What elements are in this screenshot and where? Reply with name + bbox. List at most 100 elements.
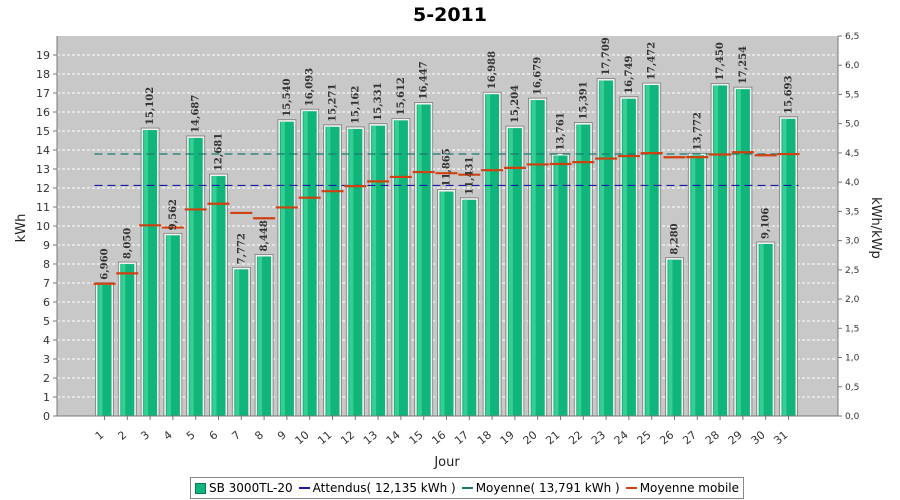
reference-lines [94,153,799,187]
x-tick-label: 16 [429,428,448,447]
y-tick-label: 5 [43,315,50,328]
bar-value-label: 17,709 [601,37,612,75]
bar-highlight [714,85,719,416]
x-tick-label: 25 [635,428,654,447]
y-tick-label: 16 [36,106,50,119]
bar-highlight [280,121,285,417]
y-tick-label: 1 [43,391,50,404]
bar-highlight [326,126,331,416]
chart-title: 5-2011 [413,4,487,26]
bar-value-label: 15,331 [373,82,384,120]
y2-tick-label: 3,5 [845,207,859,217]
x-tick-label: 14 [384,428,403,447]
y-tick-label: 4 [43,334,50,347]
y2-tick-label: 5,0 [845,120,860,130]
bar-highlight [668,259,673,416]
y2-tick-label: 6,5 [845,32,859,42]
y2-tick-label: 3,0 [845,237,860,247]
y-tick-label: 17 [36,87,50,100]
legend-label-attendus: Attendus( 12,135 kWh ) [312,481,456,495]
bar-value-label: 7,772 [236,233,247,264]
bar-value-label: 13,772 [692,112,703,150]
bar-highlight [440,191,445,416]
x-tick-label: 20 [521,428,540,447]
bar-value-label: 8,448 [259,220,270,251]
bar-value-labels: 6,960 8,050 15,102 9,562 14,687 12,681 7,772 8,… [100,37,795,280]
y-tick-label: 15 [36,125,50,138]
bar-highlight [531,100,536,416]
bar-value-label: 15,693 [784,76,795,114]
bar-highlight [645,85,650,417]
legend-item-moyenne: Moyenne( 13,791 kWh ) [461,481,620,495]
y2-tick-label: 0,5 [845,383,859,393]
x-axis-label: Jour [433,455,460,470]
x-tick-label: 18 [475,428,494,447]
bar-value-label: 11,865 [442,148,453,186]
x-tick-label: 6 [207,428,221,442]
x-tick-label: 12 [338,428,357,447]
y-tick-label: 19 [36,49,50,62]
x-tick-label: 29 [726,428,745,447]
legend-swatch-moyenne-mobile [625,487,637,489]
y-tick-label: 8 [43,258,50,271]
x-tick-label: 17 [452,428,471,447]
x-tick-label: 7 [230,428,244,442]
x-tick-label: 24 [612,428,631,447]
bar-value-label: 16,447 [419,61,430,99]
legend-swatch-attendus [298,487,310,489]
bar-value-label: 6,960 [100,248,111,279]
x-tick-label: 23 [589,428,608,447]
bar-highlight [577,124,582,417]
bar-value-label: 15,162 [350,86,361,124]
bar-highlight [372,125,377,416]
bar-highlight [258,256,263,416]
bar-value-label: 15,204 [510,85,521,123]
bar-highlight [691,155,696,416]
bar-value-label: 15,271 [328,84,339,122]
bar-highlight [759,243,764,416]
bar-value-label: 14,687 [191,95,202,133]
bar-value-label: 17,472 [647,42,658,80]
x-tick-label: 26 [657,428,676,447]
legend-label-moyenne-mobile: Moyenne mobile [639,481,739,495]
x-tick-label: 5 [184,428,198,442]
y-axis-label: kWh [14,214,29,243]
y2-tick-label: 2,0 [845,295,860,305]
bar-value-label: 17,254 [738,46,749,84]
y2-tick-label: 0,0 [845,412,860,422]
bar-value-label: 8,280 [670,223,681,254]
y-tick-label: 0 [43,410,50,423]
y-tick-label: 18 [36,68,50,81]
bar-value-label: 15,612 [396,77,407,115]
y2-tick-label: 6,0 [845,61,860,71]
y-tick-label: 12 [36,182,50,195]
legend-item-attendus: Attendus( 12,135 kWh ) [298,481,456,495]
bar-highlight [212,176,217,416]
bar-highlight [622,98,627,417]
legend-item-moyenne-mobile: Moyenne mobile [625,481,739,495]
bar-value-label: 16,679 [533,57,544,95]
y2-tick-label: 4,0 [845,178,860,188]
bar-highlight [782,118,787,416]
legend-label-production: SB 3000TL-20 [209,481,293,495]
y-tick-label: 2 [43,372,50,385]
x-tick-label: 22 [566,428,585,447]
bar-value-label: 9,106 [761,208,772,239]
x-tick-label: 3 [138,428,152,442]
y-tick-label: 3 [43,353,50,366]
legend-item-production: SB 3000TL-20 [195,481,293,495]
y-tick-label: 6 [43,296,50,309]
bar-highlight [417,104,422,416]
bar-value-label: 15,391 [578,81,589,119]
legend: SB 3000TL-20 Attendus( 12,135 kWh ) Moye… [190,477,744,499]
bar-highlight [121,264,126,416]
bar-highlight [189,137,194,416]
bar-value-label: 15,102 [145,87,156,125]
bar-series [95,78,798,417]
y-tick-label: 11 [36,201,50,214]
bar-value-label: 16,749 [624,55,635,93]
bar-highlight [508,128,513,416]
bar-highlight [166,235,171,416]
bar-highlight [394,120,399,416]
x-tick-label: 1 [93,428,107,442]
